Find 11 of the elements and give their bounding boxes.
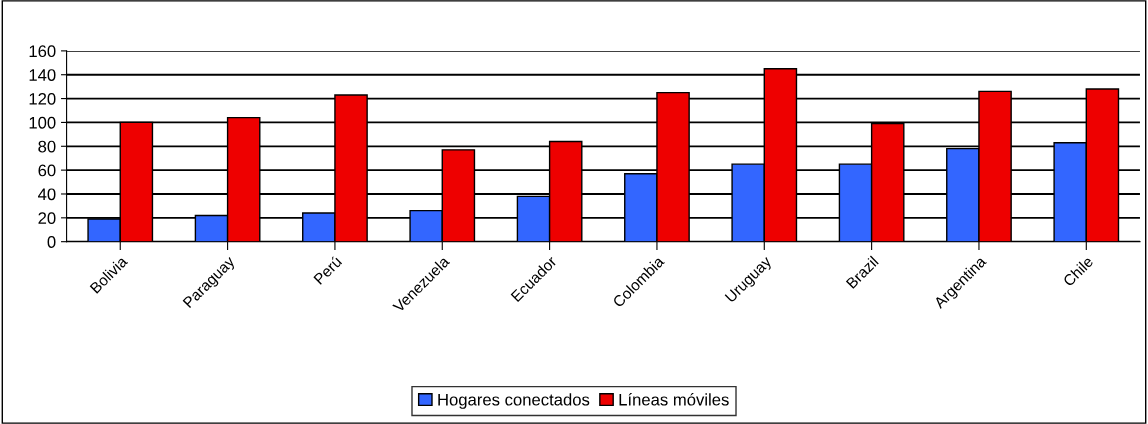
y-tick-label: 80 — [38, 140, 56, 153]
y-tick-label: 20 — [38, 212, 56, 225]
y-tick-label: 100 — [29, 116, 56, 129]
y-tick-label: 160 — [29, 45, 56, 58]
legend-label: Hogares conectados — [438, 393, 590, 409]
y-tick-label: 0 — [47, 236, 56, 248]
legend-label: Líneas móviles — [619, 393, 729, 406]
y-tick-label: 40 — [38, 188, 56, 201]
y-tick-label: 140 — [29, 69, 56, 81]
y-tick-label: 60 — [38, 164, 56, 177]
y-tick-label: 120 — [29, 92, 56, 105]
